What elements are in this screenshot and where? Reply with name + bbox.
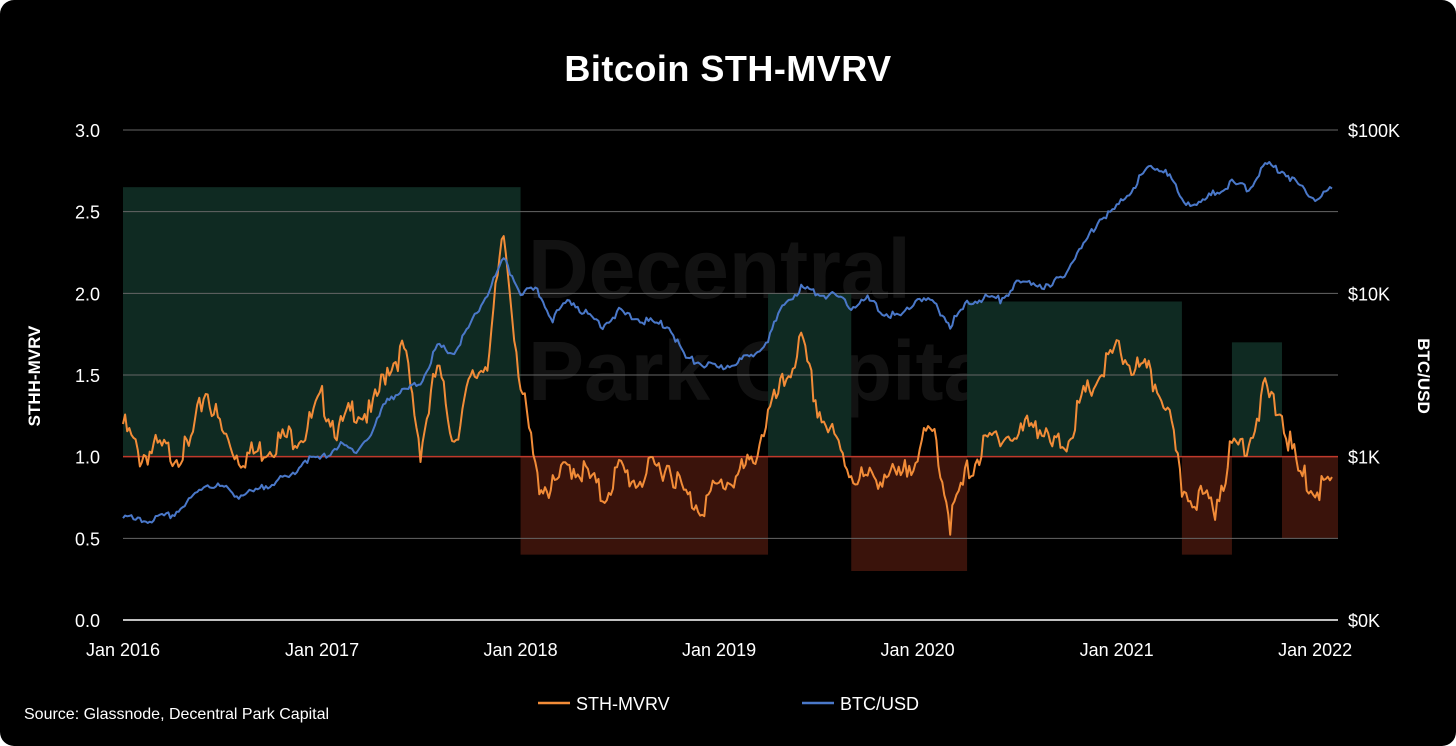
- right-tick-label: $1K: [1348, 448, 1380, 468]
- left-tick-label: 1.0: [75, 448, 100, 468]
- source-note: Source: Glassnode, Decentral Park Capita…: [24, 706, 330, 723]
- x-axis-ticks: Jan 2016 Jan 2017 Jan 2018 Jan 2019 Jan 2020…: [86, 640, 1352, 660]
- legend-label-btc-usd: BTC/USD: [840, 694, 919, 714]
- left-tick-label: 1.5: [75, 366, 100, 386]
- left-tick-label: 0.5: [75, 529, 100, 549]
- right-axis-ticks: $0K $1K $10K $100K: [1348, 121, 1400, 631]
- x-tick-label: Jan 2021: [1080, 640, 1154, 660]
- shaded-region-below: [1281, 456, 1338, 539]
- x-tick-label: Jan 2019: [682, 640, 756, 660]
- legend-label-sth-mvrv: STH-MVRV: [576, 694, 670, 714]
- series-lines: [122, 161, 1333, 536]
- left-tick-label: 0.0: [75, 611, 100, 631]
- right-tick-label: $10K: [1348, 284, 1390, 304]
- left-axis-label: STHH-MVRV: [25, 325, 44, 426]
- x-tick-label: Jan 2020: [881, 640, 955, 660]
- chart-title: Bitcoin STH-MVRV: [564, 48, 892, 89]
- shaded-region-above: [123, 187, 521, 457]
- watermark-line-1: Decentral: [528, 222, 911, 316]
- right-axis-label: BTC/USD: [1414, 338, 1433, 414]
- series-line-sth-mvrv: [122, 235, 1333, 536]
- x-tick-label: Jan 2018: [484, 640, 558, 660]
- x-tick-label: Jan 2016: [86, 640, 160, 660]
- left-tick-label: 2.0: [75, 284, 100, 304]
- x-tick-label: Jan 2022: [1278, 640, 1352, 660]
- shaded-region-below: [520, 456, 769, 555]
- right-tick-label: $0K: [1348, 611, 1380, 631]
- left-axis-ticks: 0.0 0.5 1.0 1.5 2.0 2.5 3.0: [75, 121, 100, 631]
- right-tick-label: $100K: [1348, 121, 1400, 141]
- legend: STH-MVRV BTC/USD: [538, 694, 919, 714]
- x-tick-label: Jan 2017: [285, 640, 359, 660]
- series-line-btc-usd: [122, 161, 1333, 524]
- shaded-region-below: [1181, 456, 1232, 555]
- left-tick-label: 3.0: [75, 121, 100, 141]
- left-tick-label: 2.5: [75, 203, 100, 223]
